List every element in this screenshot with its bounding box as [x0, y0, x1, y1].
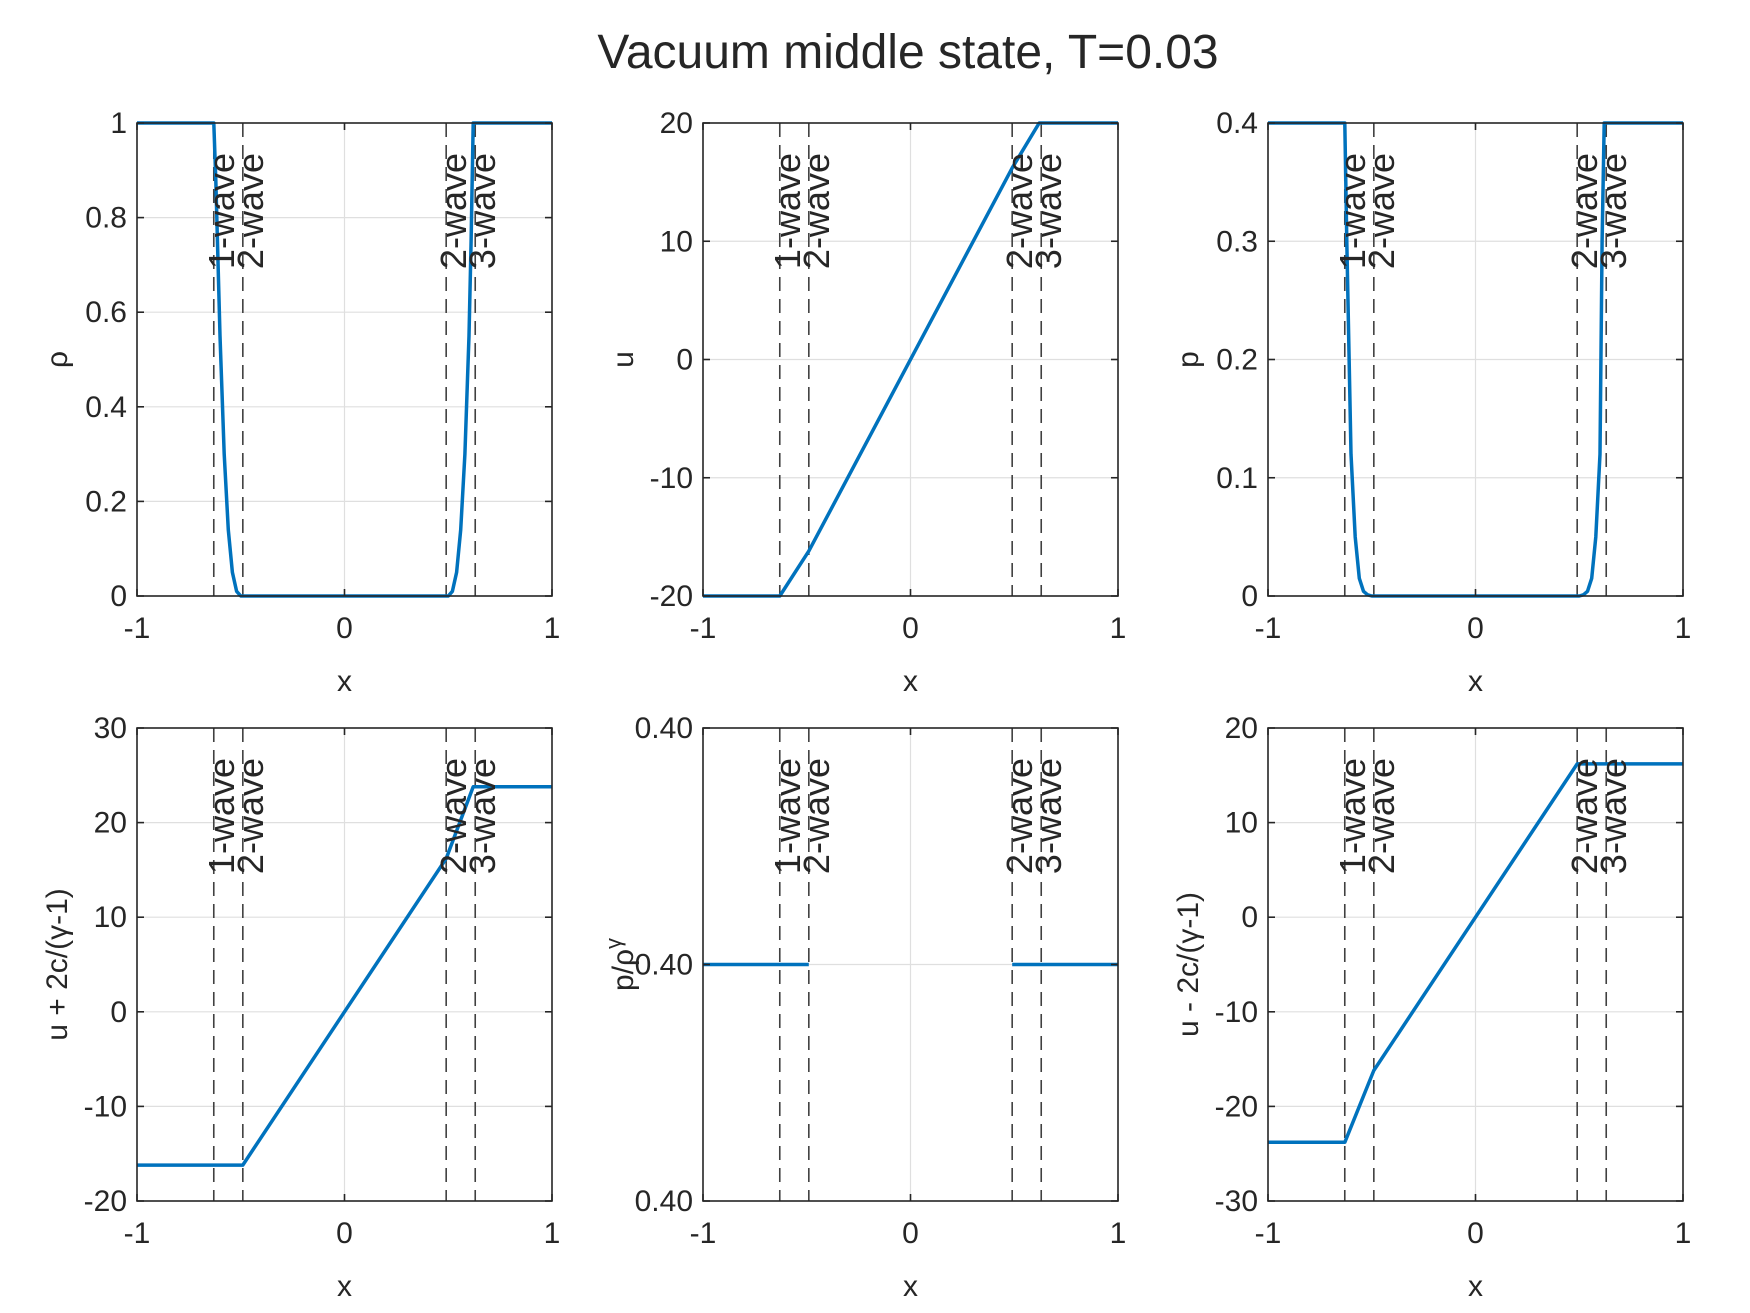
y-tick-label: -20 [84, 1185, 127, 1218]
wave-label: 3-wave [462, 758, 503, 874]
x-tick-label: 1 [1110, 1217, 1127, 1250]
figure-title: Vacuum middle state, T=0.03 [597, 26, 1218, 79]
wave-label: 1-wave [201, 758, 242, 874]
wave-label: 2-wave [796, 153, 837, 269]
y-tick-label: 20 [94, 807, 127, 840]
wave-label: 3-wave [1593, 758, 1634, 874]
y-tick-label: 20 [660, 107, 693, 140]
wave-label: 1-wave [767, 758, 808, 874]
x-tick-label: 0 [336, 612, 353, 645]
y-tick-label: 0.2 [1216, 344, 1258, 377]
x-tick-label: -1 [1255, 1217, 1282, 1250]
x-axis-label: x [1468, 665, 1483, 698]
y-tick-label: 0 [1241, 580, 1258, 613]
y-tick-label: 0 [110, 996, 127, 1029]
y-tick-label: 0 [110, 580, 127, 613]
x-tick-label: 1 [1675, 1217, 1692, 1250]
x-tick-label: 1 [544, 612, 561, 645]
x-tick-label: 0 [902, 1217, 919, 1250]
wave-label: 3-wave [1028, 153, 1069, 269]
y-tick-label: 0.8 [85, 202, 127, 235]
x-tick-label: 0 [1467, 1217, 1484, 1250]
wave-label: 2-wave [1564, 758, 1605, 874]
wave-label: 2-wave [1564, 153, 1605, 269]
y-tick-label: -10 [1215, 996, 1258, 1029]
y-tick-label: 30 [94, 712, 127, 745]
y-tick-label: 1 [110, 107, 127, 140]
y-axis-label: u - 2c/(γ-1) [1172, 892, 1205, 1037]
x-tick-label: -1 [1255, 612, 1282, 645]
y-axis-label: p [1172, 351, 1205, 368]
x-tick-label: -1 [690, 1217, 717, 1250]
y-tick-label: -20 [1215, 1090, 1258, 1123]
wave-label: 2-wave [230, 758, 271, 874]
y-tick-label: 0.40 [635, 949, 693, 982]
wave-label: 1-wave [767, 153, 808, 269]
y-axis-label: u [607, 351, 640, 368]
wave-label: 3-wave [462, 153, 503, 269]
x-tick-label: 0 [902, 612, 919, 645]
y-tick-label: 0.2 [85, 485, 127, 518]
x-tick-label: 1 [544, 1217, 561, 1250]
wave-label: 2-wave [999, 758, 1040, 874]
x-tick-label: -1 [124, 1217, 151, 1250]
y-axis-label: p/ργ [601, 938, 641, 991]
y-tick-label: 0 [676, 344, 693, 377]
wave-label: 2-wave [796, 758, 837, 874]
wave-label: 2-wave [999, 153, 1040, 269]
x-tick-label: 0 [1467, 612, 1484, 645]
wave-label: 1-wave [1332, 758, 1373, 874]
y-tick-label: -20 [650, 580, 693, 613]
x-tick-label: -1 [690, 612, 717, 645]
y-tick-label: 10 [660, 225, 693, 258]
y-tick-label: 0.6 [85, 296, 127, 329]
y-tick-label: -10 [84, 1090, 127, 1123]
wave-label: 2-wave [433, 758, 474, 874]
y-tick-label: 10 [1225, 807, 1258, 840]
y-tick-label: 0.1 [1216, 462, 1258, 495]
wave-label: 2-wave [1361, 153, 1402, 269]
x-tick-label: 1 [1675, 612, 1692, 645]
y-tick-label: 0.3 [1216, 225, 1258, 258]
x-tick-label: -1 [124, 612, 151, 645]
series-line [1268, 762, 1683, 1145]
y-tick-label: 0.40 [635, 712, 693, 745]
x-axis-label: x [903, 665, 918, 698]
x-tick-label: 1 [1110, 612, 1127, 645]
x-tick-label: 0 [336, 1217, 353, 1250]
wave-label: 2-wave [433, 153, 474, 269]
x-axis-label: x [903, 1270, 918, 1303]
y-tick-label: 0 [1241, 901, 1258, 934]
x-axis-label: x [337, 665, 352, 698]
x-axis-label: x [337, 1270, 352, 1303]
wave-label: 3-wave [1028, 758, 1069, 874]
wave-label: 3-wave [1593, 153, 1634, 269]
x-axis-label: x [1468, 1270, 1483, 1303]
y-tick-label: 0.4 [85, 391, 127, 424]
y-tick-label: -30 [1215, 1185, 1258, 1218]
y-tick-label: 0.40 [635, 1185, 693, 1218]
series-line [137, 784, 552, 1167]
y-tick-label: 10 [94, 901, 127, 934]
wave-label: 2-wave [1361, 758, 1402, 874]
y-axis-label: ρ [41, 351, 74, 368]
y-tick-label: 0.4 [1216, 107, 1258, 140]
wave-label: 2-wave [230, 153, 271, 269]
y-axis-label: u + 2c/(γ-1) [41, 888, 74, 1041]
wave-label: 1-wave [201, 153, 242, 269]
wave-label: 1-wave [1332, 153, 1373, 269]
y-tick-label: -10 [650, 462, 693, 495]
y-tick-label: 20 [1225, 712, 1258, 745]
